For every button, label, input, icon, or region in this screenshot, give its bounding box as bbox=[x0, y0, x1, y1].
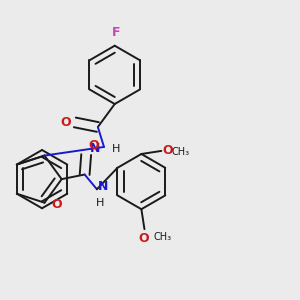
Text: F: F bbox=[112, 26, 121, 39]
Text: N: N bbox=[98, 180, 108, 193]
Text: O: O bbox=[139, 232, 149, 245]
Text: O: O bbox=[61, 116, 71, 129]
Text: CH₃: CH₃ bbox=[154, 232, 172, 242]
Text: O: O bbox=[51, 198, 62, 211]
Text: N: N bbox=[90, 142, 100, 155]
Text: O: O bbox=[88, 139, 99, 152]
Text: H: H bbox=[112, 144, 120, 154]
Text: O: O bbox=[163, 144, 173, 158]
Text: CH₃: CH₃ bbox=[171, 146, 189, 157]
Text: H: H bbox=[96, 198, 104, 208]
